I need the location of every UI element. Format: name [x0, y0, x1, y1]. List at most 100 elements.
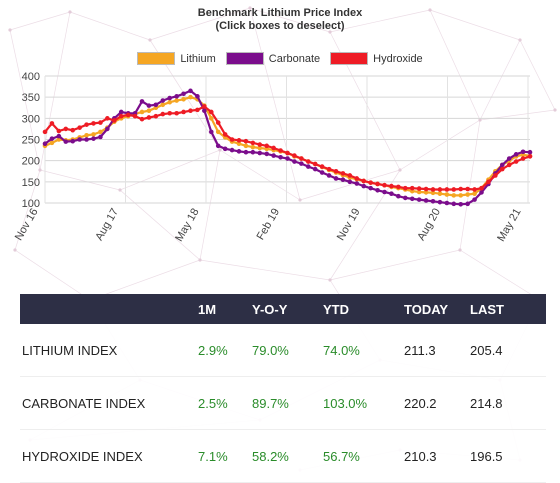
data-point-carbonate	[319, 170, 325, 175]
table-header: 1M Y-O-Y YTD TODAY LAST	[20, 294, 546, 324]
legend-swatch-lithium	[137, 52, 176, 65]
data-point-hydroxide	[181, 109, 186, 115]
data-point-hydroxide	[229, 137, 235, 142]
data-point-carbonate	[479, 190, 484, 195]
data-point-hydroxide	[486, 179, 491, 185]
data-point-carbonate	[222, 146, 228, 152]
bg-network-node	[148, 38, 152, 42]
data-point-hydroxide	[278, 148, 283, 153]
row-last: 214.8	[470, 395, 503, 411]
data-point-lithium	[236, 141, 242, 147]
data-point-carbonate	[146, 103, 152, 108]
data-point-hydroxide	[402, 185, 408, 191]
bg-network-line	[329, 169, 401, 281]
data-point-carbonate	[250, 149, 256, 155]
bg-network-line	[199, 149, 221, 261]
bg-network-node	[518, 38, 522, 42]
data-point-carbonate	[77, 137, 82, 142]
data-point-carbonate	[188, 88, 193, 94]
data-point-hydroxide	[458, 186, 464, 192]
header-last: LAST	[470, 301, 504, 317]
data-point-carbonate	[271, 153, 276, 158]
data-point-lithium	[91, 132, 96, 137]
data-point-lithium	[139, 109, 145, 115]
data-point-hydroxide	[77, 125, 82, 130]
data-point-hydroxide	[174, 110, 179, 116]
data-point-lithium	[174, 98, 179, 103]
data-point-hydroxide	[361, 178, 367, 184]
row-today: 210.3	[404, 448, 437, 464]
bg-network-node	[248, 6, 252, 10]
data-point-carbonate	[347, 179, 353, 185]
row-yoy: 89.7%	[252, 395, 289, 411]
bg-network-node	[118, 188, 122, 192]
header-today: TODAY	[404, 301, 449, 317]
y-tick-label: 200	[22, 156, 40, 168]
data-point-lithium	[188, 94, 193, 100]
row-name: LITHIUM INDEX	[22, 342, 118, 358]
legend-item-carbonate[interactable]: Carbonate	[225, 52, 320, 65]
data-point-carbonate	[354, 181, 360, 186]
bg-network-line	[199, 259, 331, 281]
data-point-lithium	[423, 190, 429, 195]
data-point-hydroxide	[42, 129, 48, 135]
bg-network-node	[428, 8, 432, 12]
legend-item-hydroxide[interactable]: Hydroxide	[330, 52, 423, 65]
data-point-lithium	[208, 116, 214, 121]
bg-network-node	[68, 10, 72, 14]
data-point-carbonate	[527, 149, 533, 155]
header-ytd: YTD	[323, 301, 349, 317]
x-tick-label: Nov 19	[335, 207, 363, 243]
data-point-carbonate	[292, 159, 297, 164]
legend-item-lithium[interactable]: Lithium	[137, 52, 216, 65]
row-yoy: 58.2%	[252, 448, 289, 464]
data-point-lithium	[84, 132, 89, 138]
bg-network-line	[429, 9, 521, 41]
data-point-hydroxide	[271, 145, 276, 151]
bg-network-node	[398, 168, 402, 172]
data-point-carbonate	[312, 166, 318, 172]
data-point-hydroxide	[215, 120, 221, 125]
data-point-hydroxide	[527, 154, 533, 159]
y-tick-label: 250	[22, 135, 40, 147]
data-point-carbonate	[56, 133, 62, 139]
data-point-hydroxide	[312, 161, 318, 167]
data-point-carbonate	[139, 99, 145, 104]
data-point-carbonate	[278, 154, 283, 160]
data-point-hydroxide	[472, 187, 477, 192]
x-tick-label: May 18	[173, 207, 201, 244]
data-point-carbonate	[243, 149, 249, 155]
data-point-carbonate	[118, 109, 124, 115]
bg-network-node	[328, 278, 332, 282]
data-point-carbonate	[98, 134, 103, 140]
data-point-carbonate	[181, 91, 186, 97]
x-tick-label: May 21	[495, 207, 523, 244]
chart-title-line2: (Click boxes to deselect)	[215, 20, 345, 32]
data-point-carbonate	[513, 152, 519, 157]
data-point-hydroxide	[153, 113, 159, 119]
bg-network-line	[479, 39, 521, 121]
data-point-hydroxide	[382, 182, 387, 188]
series-line-lithium	[44, 96, 531, 197]
bg-network-node	[198, 258, 202, 262]
data-point-lithium	[416, 189, 422, 195]
data-point-hydroxide	[118, 113, 124, 119]
data-point-hydroxide	[333, 168, 339, 174]
bg-network-line	[329, 9, 431, 33]
data-point-hydroxide	[326, 166, 332, 172]
bg-network-node	[218, 148, 222, 152]
data-point-carbonate	[160, 98, 166, 103]
y-tick-label: 350	[22, 92, 40, 104]
index-table: 1M Y-O-Y YTD TODAY LAST LITHIUM INDEX 2.…	[20, 294, 546, 483]
data-point-carbonate	[375, 188, 380, 193]
data-point-hydroxide	[437, 187, 443, 192]
data-point-carbonate	[389, 191, 394, 196]
data-point-carbonate	[465, 201, 470, 207]
row-name: CARBONATE INDEX	[22, 395, 146, 411]
data-point-hydroxide	[451, 187, 457, 192]
chart-title-line1: Benchmark Lithium Price Index	[197, 7, 363, 19]
bg-network-line	[14, 169, 41, 251]
data-point-lithium	[215, 129, 221, 135]
data-point-carbonate	[520, 149, 526, 155]
x-tick-label: Feb 19	[255, 207, 283, 243]
